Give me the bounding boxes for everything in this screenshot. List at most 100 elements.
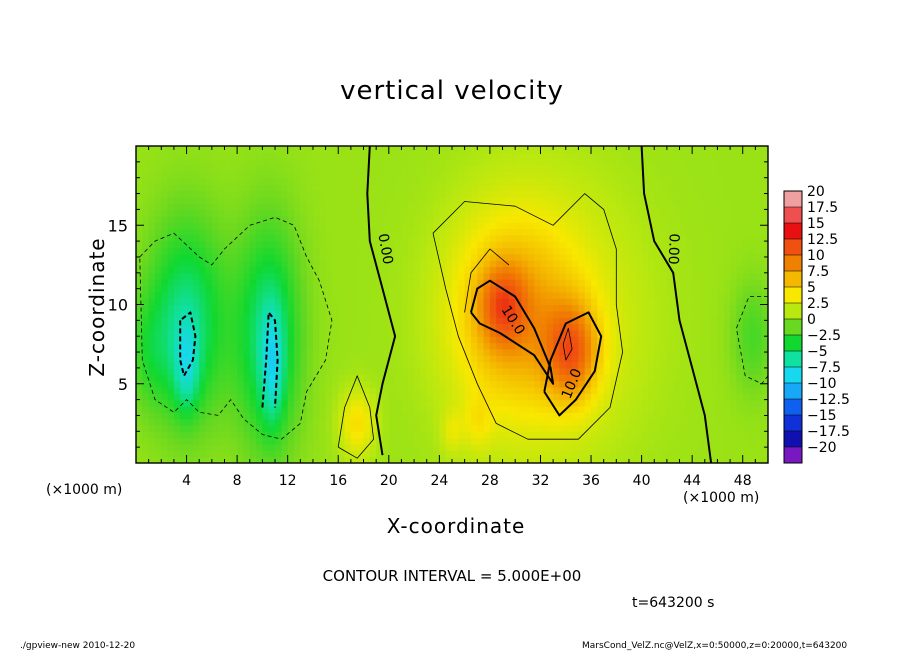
field-cell bbox=[565, 272, 573, 280]
field-cell bbox=[192, 253, 200, 261]
field-cell bbox=[698, 266, 706, 274]
field-cell bbox=[369, 196, 377, 204]
field-cell bbox=[180, 279, 188, 287]
field-cell bbox=[660, 177, 668, 185]
field-cell bbox=[325, 456, 333, 463]
field-cell bbox=[654, 222, 662, 230]
field-cell bbox=[230, 342, 238, 350]
field-cell bbox=[578, 336, 586, 344]
field-cell bbox=[363, 158, 371, 166]
field-cell bbox=[224, 241, 232, 249]
field-cell bbox=[679, 456, 687, 463]
field-cell bbox=[173, 386, 181, 394]
field-cell bbox=[344, 437, 352, 445]
field-cell bbox=[338, 247, 346, 255]
field-cell bbox=[154, 405, 162, 413]
field-cell bbox=[136, 184, 143, 191]
field-cell bbox=[376, 285, 384, 293]
field-cell bbox=[464, 146, 472, 153]
field-cell bbox=[622, 215, 630, 223]
field-cell bbox=[420, 241, 428, 249]
field-cell bbox=[660, 323, 668, 331]
field-cell bbox=[312, 456, 320, 463]
field-cell bbox=[281, 418, 289, 426]
field-cell bbox=[470, 367, 478, 375]
field-cell bbox=[142, 165, 150, 172]
field-cell bbox=[578, 424, 586, 432]
field-cell bbox=[685, 190, 693, 198]
field-cell bbox=[331, 304, 339, 312]
field-cell bbox=[414, 203, 421, 210]
field-cell bbox=[660, 222, 668, 230]
field-cell bbox=[616, 342, 624, 350]
field-cell bbox=[685, 247, 693, 255]
field-cell bbox=[616, 285, 624, 293]
field-cell bbox=[742, 184, 750, 191]
field-cell bbox=[224, 228, 232, 236]
field-cell bbox=[464, 424, 472, 432]
field-cell bbox=[287, 272, 295, 280]
field-cell bbox=[597, 355, 605, 363]
field-cell bbox=[344, 418, 352, 426]
field-cell bbox=[761, 329, 768, 337]
field-cell bbox=[211, 412, 219, 420]
field-cell bbox=[376, 209, 384, 217]
field-cell bbox=[540, 323, 548, 331]
field-cell bbox=[628, 380, 636, 388]
field-cell bbox=[730, 291, 737, 299]
field-cell bbox=[357, 171, 365, 179]
field-cell bbox=[717, 190, 725, 198]
field-cell bbox=[597, 405, 605, 413]
field-cell bbox=[628, 241, 636, 249]
field-cell bbox=[230, 386, 238, 394]
field-cell bbox=[749, 196, 756, 204]
field-cell bbox=[420, 437, 428, 445]
field-cell bbox=[521, 228, 529, 236]
field-cell bbox=[534, 228, 542, 236]
field-cell bbox=[496, 310, 504, 318]
field-cell bbox=[426, 323, 434, 331]
field-cell bbox=[603, 196, 611, 204]
field-cell bbox=[711, 367, 719, 375]
field-cell bbox=[452, 253, 459, 261]
field-cell bbox=[635, 241, 643, 249]
field-cell bbox=[723, 152, 731, 160]
field-cell bbox=[666, 165, 674, 172]
field-cell bbox=[186, 304, 194, 312]
field-cell bbox=[420, 424, 428, 432]
field-cell bbox=[470, 374, 478, 382]
field-cell bbox=[622, 374, 630, 382]
field-cell bbox=[433, 342, 440, 350]
field-cell bbox=[180, 152, 188, 160]
field-cell bbox=[704, 329, 712, 337]
field-cell bbox=[382, 437, 390, 445]
field-cell bbox=[597, 310, 605, 318]
field-cell bbox=[704, 393, 712, 401]
field-cell bbox=[338, 146, 346, 153]
field-cell bbox=[256, 272, 263, 280]
field-cell bbox=[325, 171, 333, 179]
field-cell bbox=[692, 190, 700, 198]
field-cell bbox=[534, 329, 542, 337]
field-cell bbox=[477, 291, 485, 299]
field-cell bbox=[275, 450, 282, 458]
field-cell bbox=[730, 266, 737, 274]
field-cell bbox=[635, 424, 643, 432]
field-cell bbox=[489, 367, 497, 375]
field-cell bbox=[281, 355, 289, 363]
field-cell bbox=[287, 152, 295, 160]
field-cell bbox=[218, 177, 226, 185]
field-cell bbox=[407, 215, 415, 223]
field-cell bbox=[452, 329, 459, 337]
field-cell bbox=[717, 348, 725, 356]
field-cell bbox=[237, 450, 245, 458]
field-cell bbox=[704, 405, 712, 413]
field-cell bbox=[433, 348, 440, 356]
field-cell bbox=[363, 222, 371, 230]
field-cell bbox=[281, 215, 289, 223]
field-cell bbox=[294, 399, 301, 407]
field-cell bbox=[610, 165, 617, 172]
field-cell bbox=[243, 418, 251, 426]
field-cell bbox=[275, 342, 282, 350]
field-cell bbox=[230, 253, 238, 261]
